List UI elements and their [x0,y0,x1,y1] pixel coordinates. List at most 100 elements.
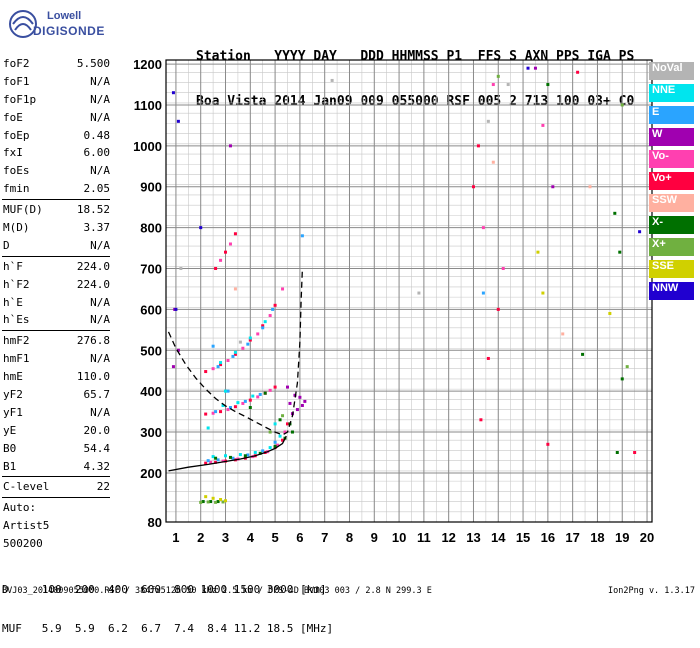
data-point [211,411,215,415]
param-name: foE [3,110,23,124]
param-value: 22 [96,480,110,494]
param-name: B1 [3,459,17,473]
x-tick-label: 20 [640,530,654,545]
param-value: N/A [90,295,110,309]
param-value: 65.7 [83,388,111,402]
legend-item: NNE [649,84,694,102]
data-point [204,495,208,499]
data-point [236,401,240,405]
data-point [625,365,629,369]
param-name: h`F2 [3,277,30,291]
data-point [199,500,203,504]
x-tick-label: 19 [615,530,629,545]
param-value: 110.0 [76,370,110,384]
data-point [211,367,215,371]
data-point [211,344,215,348]
x-tick-label: 5 [271,530,278,545]
param-row: hmF2 276.8 [2,332,110,350]
data-point [233,350,237,354]
param-value: 18.52 [76,203,110,217]
param-row: fxI 6.00 [2,144,110,162]
param-name: hmF2 [3,334,30,348]
x-tick-label: 11 [417,530,431,545]
param-value: N/A [90,74,110,88]
data-point [214,456,218,460]
param-row: C-level 22 [2,478,110,496]
data-point [219,410,223,414]
param-name: B0 [3,441,17,455]
data-point [176,348,180,352]
data-point [216,458,220,462]
param-value: 276.8 [76,334,110,348]
data-point [256,395,260,399]
data-point [638,230,642,234]
param-row: 500200 [2,535,110,553]
data-point [417,291,421,295]
param-row: foF1p N/A [2,91,110,109]
legend-item: Vo- [649,150,694,168]
param-row: foEs N/A [2,162,110,180]
param-row: yF1 N/A [2,404,110,422]
data-point [615,450,619,454]
data-point [281,287,285,291]
data-point [526,66,530,70]
data-point [633,450,637,454]
data-point [506,83,510,87]
param-value: 6.00 [83,146,111,160]
data-point [251,394,255,398]
version-footer: Ion2Png v. 1.3.17 [608,586,695,596]
x-tick-label: 4 [247,530,255,545]
param-row: MUF(D) 18.52 [2,201,110,219]
param-row: foF1 N/A [2,73,110,91]
data-point [216,365,220,369]
y-tick-label: 80 [148,515,162,530]
data-point [286,385,289,389]
param-name: foEs [3,164,30,178]
data-point [288,401,292,405]
data-point [221,500,225,504]
param-name: foF2 [3,57,30,70]
param-row: fmin 2.05 [2,180,110,198]
data-point [224,499,228,503]
data-point [261,326,265,330]
legend-item: NoVal [649,62,694,80]
muf-distance-row: D 100 200 400 600 800 1000 1500 3000 [km… [2,583,327,596]
param-name: C-level [3,480,50,494]
data-point [228,144,232,148]
param-value: N/A [90,92,110,106]
legend-item: SSE [649,260,694,278]
data-point [214,460,218,464]
data-point [219,363,223,367]
data-point [608,311,612,315]
legend-item: X- [649,216,694,234]
data-point [546,442,550,446]
data-point [268,446,272,450]
param-name: yF2 [3,388,23,402]
data-point [300,234,304,238]
param-value: 20.0 [83,423,111,437]
data-point [226,359,230,363]
param-name: hmE [3,370,23,384]
data-point [258,392,262,396]
data-point [283,430,287,434]
data-point [201,500,205,504]
param-value: N/A [90,238,110,252]
x-tick-label: 13 [466,530,480,545]
data-point [231,354,235,358]
data-point [261,449,265,453]
data-point [541,123,545,127]
y-tick-label: 700 [140,262,162,277]
data-point [258,451,262,455]
y-tick-label: 1000 [133,139,162,154]
data-point [171,91,175,95]
data-point [273,440,277,444]
param-name: M(D) [3,221,30,235]
x-tick-label: 1 [172,530,179,545]
param-value: N/A [90,352,110,366]
data-point [246,342,250,346]
data-point [486,119,490,123]
data-point [330,78,334,82]
data-point [300,403,304,407]
data-point [174,307,178,311]
data-point [233,232,237,236]
